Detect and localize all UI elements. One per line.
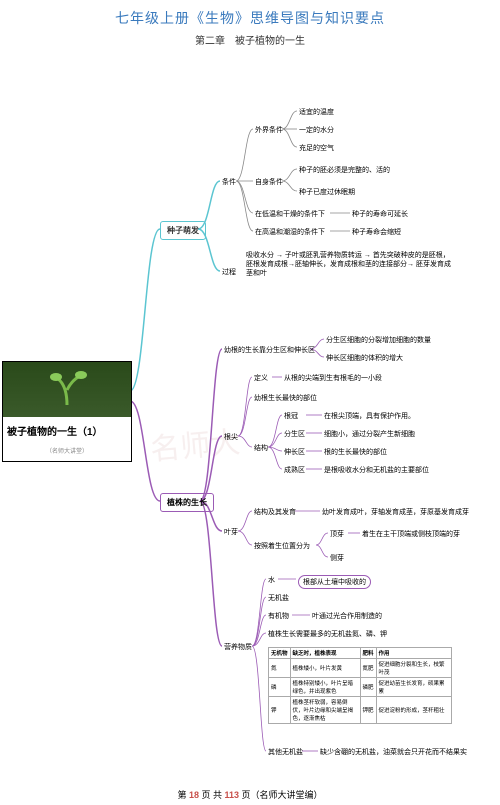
root-node: 被子植物的一生（1） （名师大讲堂） (2, 361, 132, 462)
root-sublabel: （名师大讲堂） (3, 444, 131, 461)
leaf: 分生区细胞的分裂增加细胞的数量 (326, 335, 431, 345)
leaf: 定义 (254, 373, 268, 383)
node-nutrition: 营养物质 (224, 642, 252, 652)
leaf: 幼叶发育成叶，芽轴发育成茎，芽原基发育成芽 (322, 507, 469, 517)
leaf: 种子寿命会缩短 (352, 227, 401, 237)
root-image (3, 362, 131, 417)
node-ext: 外界条件 (255, 125, 283, 135)
leaf: 是根吸收水分和无机盐的主要部位 (324, 465, 429, 475)
leaf: 伸长区细胞的体积的增大 (326, 353, 403, 363)
leaf: 种子的胚必须是完整的、活的 (299, 165, 390, 175)
leaf: 种子已度过休眠期 (299, 187, 355, 197)
root-label: 被子植物的一生（1） (3, 417, 131, 444)
leaf: 适宜的温度 (299, 107, 334, 117)
leaf: 伸长区 (284, 447, 305, 457)
leaf: 无机盐 (268, 593, 289, 603)
leaf: 从根的尖端到生有根毛的一小段 (284, 373, 382, 383)
leaf: 成熟区 (284, 465, 305, 475)
leaf: 分生区 (284, 429, 305, 439)
leaf: 按照着生位置分为 (254, 541, 310, 551)
leaf: 在根尖顶端，具有保护作用。 (324, 411, 415, 421)
node-self: 自身条件 (255, 177, 283, 187)
node-growth: 植株的生长 (160, 493, 214, 512)
node-root-tip: 根尖 (224, 432, 238, 442)
nutrition-table: 无机物缺乏时，植株表现肥料作用氮植株矮小，叶片发黄氮肥促进细胞分裂和生长，枝繁叶… (268, 647, 452, 724)
leaf: 种子的寿命可延长 (352, 209, 408, 219)
leaf: 缺少含硼的无机盐，油菜就会只开花而不结果实 (320, 747, 467, 757)
leaf: 其他无机盐 (268, 747, 303, 757)
leaf: 在低温和干燥的条件下 (255, 209, 325, 219)
node-germination: 种子萌发 (160, 221, 206, 240)
leaf: 细胞小，通过分裂产生新细胞 (324, 429, 415, 439)
leaf: 侧芽 (330, 553, 344, 563)
node-proc: 过程 (222, 267, 236, 277)
page-subtitle: 第二章 被子植物的一生 (0, 32, 500, 47)
leaf: 吸收水分 → 子叶或胚乳营养物质转运 → 首先突破种皮的是胚根，胚根发育成根→胚… (246, 251, 451, 278)
leaf: 植株生长需要最多的无机盐氮、磷、钾 (268, 629, 387, 639)
leaf: 幼根生长最快的部位 (254, 393, 317, 403)
leaf: 叶通过光合作用制造的 (312, 611, 382, 621)
leaf: 幼根的生长靠分生区和伸长区 (224, 345, 315, 355)
leaf: 顶芽 (330, 529, 344, 539)
leaf: 在高温和潮湿的条件下 (255, 227, 325, 237)
leaf: 根冠 (284, 411, 298, 421)
leaf: 着生在主干顶端或侧枝顶端的芽 (362, 529, 460, 539)
watermark: 名师大 (148, 417, 241, 469)
page-footer: 第 18 页 共 113 页（名师大讲堂编） (0, 784, 500, 805)
node-struct: 结构 (254, 443, 268, 453)
leaf: 有机物 (268, 611, 289, 621)
leaf: 一定的水分 (299, 125, 334, 135)
leaf: 根部从土壤中吸收的 (298, 575, 371, 589)
leaf: 根的生长最快的部位 (324, 447, 387, 457)
page-title: 七年级上册《生物》思维导图与知识要点 (0, 8, 500, 28)
leaf: 结构及其发育 (254, 507, 296, 517)
leaf: 充足的空气 (299, 143, 334, 153)
mindmap: 名师大 (0, 51, 500, 781)
node-bud: 叶芽 (224, 527, 238, 537)
node-cond: 条件 (222, 177, 236, 187)
leaf: 水 (268, 575, 275, 585)
